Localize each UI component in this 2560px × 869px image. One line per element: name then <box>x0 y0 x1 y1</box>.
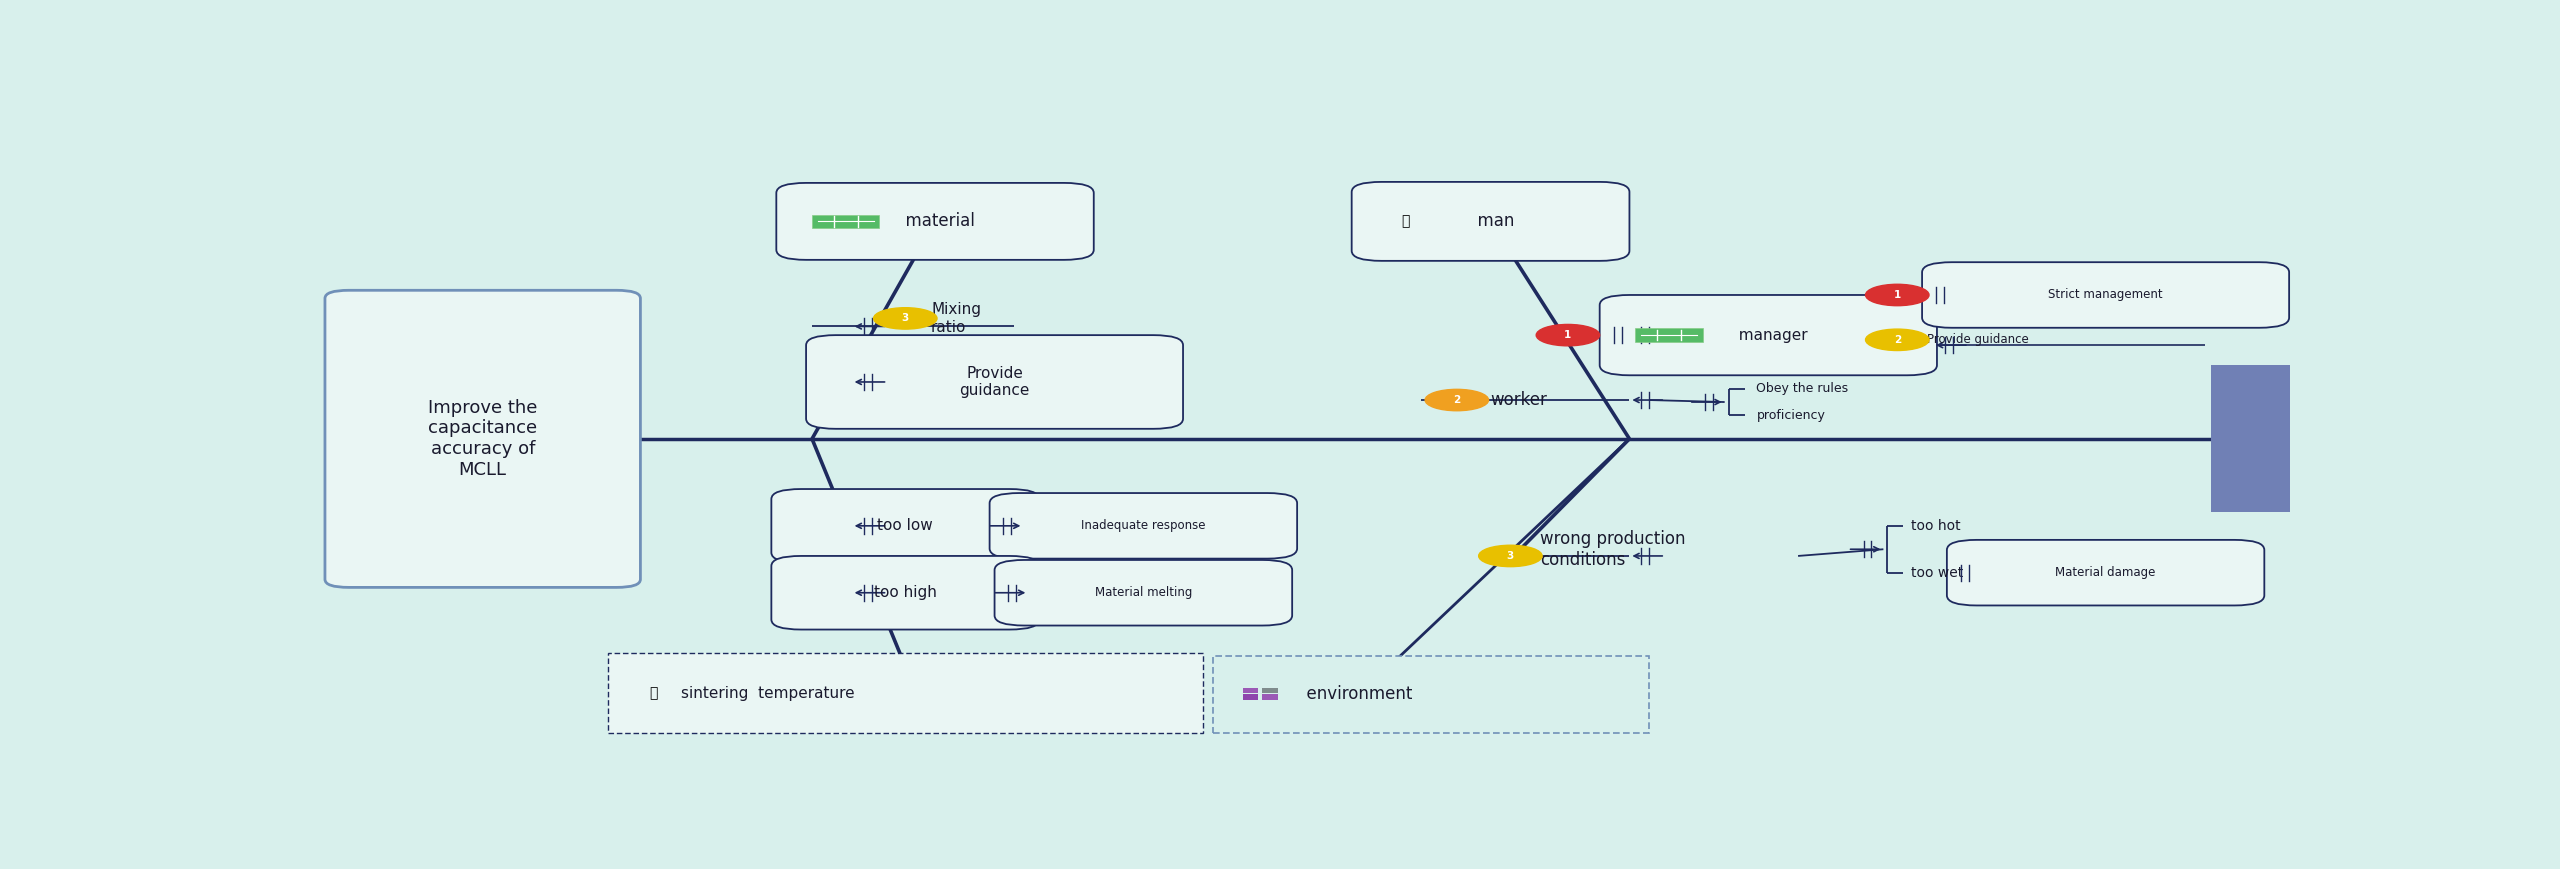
FancyBboxPatch shape <box>1213 656 1649 733</box>
FancyBboxPatch shape <box>991 493 1298 559</box>
Circle shape <box>1536 324 1600 346</box>
Text: too hot: too hot <box>1912 519 1961 533</box>
Text: 1: 1 <box>1894 290 1902 300</box>
Text: Provide
guidance: Provide guidance <box>960 366 1029 398</box>
Text: 1: 1 <box>1564 330 1572 340</box>
Text: Strict management: Strict management <box>2048 289 2163 302</box>
Text: manager: manager <box>1728 328 1807 342</box>
Text: Improve the
capacitance
accuracy of
MCLL: Improve the capacitance accuracy of MCLL <box>428 399 538 479</box>
Text: Inadequate response: Inadequate response <box>1080 520 1206 533</box>
Text: 3: 3 <box>1508 551 1513 561</box>
Text: worker: worker <box>1490 391 1546 409</box>
Text: man: man <box>1467 212 1516 230</box>
Text: material: material <box>896 212 975 230</box>
Text: sintering  temperature: sintering temperature <box>681 686 855 700</box>
Text: Mixing
ratio: Mixing ratio <box>932 302 980 335</box>
Text: 📍: 📍 <box>650 687 658 700</box>
FancyBboxPatch shape <box>771 489 1039 562</box>
FancyBboxPatch shape <box>1600 295 1938 375</box>
FancyBboxPatch shape <box>1242 694 1260 700</box>
Text: Obey the rules: Obey the rules <box>1756 382 1848 395</box>
FancyBboxPatch shape <box>1636 328 1702 342</box>
FancyBboxPatch shape <box>1242 687 1260 693</box>
FancyBboxPatch shape <box>771 556 1039 629</box>
FancyBboxPatch shape <box>806 335 1183 428</box>
Circle shape <box>873 308 937 329</box>
Circle shape <box>1426 389 1487 411</box>
Text: environment: environment <box>1295 686 1413 703</box>
Text: too high: too high <box>873 585 937 600</box>
Text: Material melting: Material melting <box>1096 587 1193 600</box>
FancyBboxPatch shape <box>1923 262 2289 328</box>
Text: proficiency: proficiency <box>1756 409 1825 422</box>
Text: wrong production
conditions: wrong production conditions <box>1541 530 1684 568</box>
Text: 3: 3 <box>901 314 909 323</box>
FancyBboxPatch shape <box>607 653 1203 733</box>
FancyBboxPatch shape <box>993 560 1293 626</box>
FancyBboxPatch shape <box>1352 182 1628 261</box>
Text: Material damage: Material damage <box>2056 567 2156 579</box>
FancyBboxPatch shape <box>1946 540 2263 606</box>
Text: too low: too low <box>878 518 934 534</box>
Circle shape <box>1480 545 1541 567</box>
Text: too wet: too wet <box>1912 566 1964 580</box>
Text: 2: 2 <box>1894 335 1902 345</box>
FancyBboxPatch shape <box>812 215 881 228</box>
FancyBboxPatch shape <box>325 290 640 587</box>
Text: Provide guidance: Provide guidance <box>1928 334 2028 347</box>
Circle shape <box>1866 329 1930 350</box>
Text: 📌: 📌 <box>1400 215 1411 229</box>
FancyBboxPatch shape <box>2212 365 2291 513</box>
Circle shape <box>1866 284 1930 306</box>
Text: 2: 2 <box>1454 395 1459 405</box>
FancyBboxPatch shape <box>1262 694 1277 700</box>
FancyBboxPatch shape <box>1262 687 1277 693</box>
FancyBboxPatch shape <box>776 182 1093 260</box>
